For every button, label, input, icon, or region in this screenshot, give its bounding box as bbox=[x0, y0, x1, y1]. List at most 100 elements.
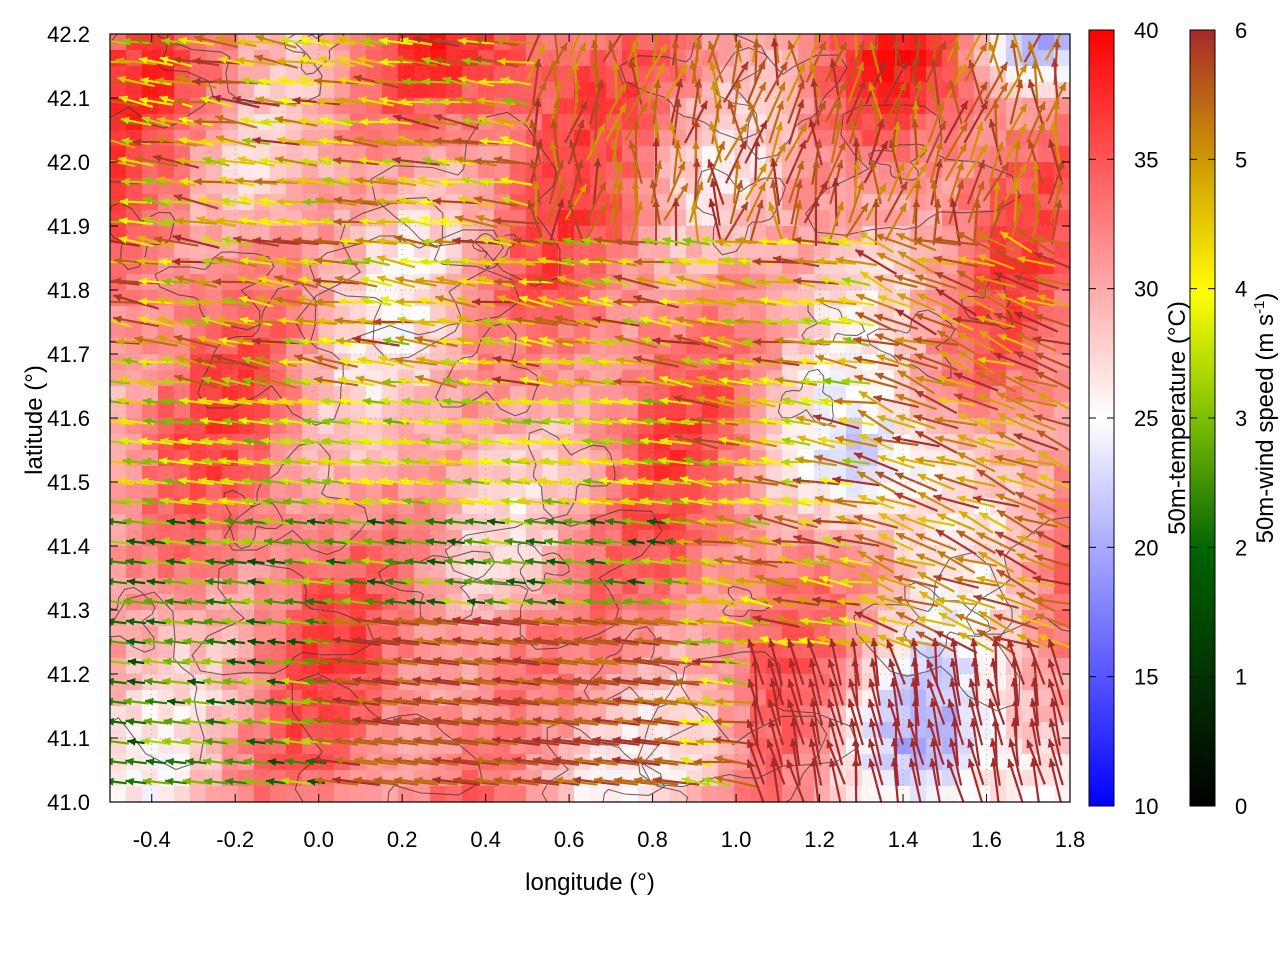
temperature-cell bbox=[222, 642, 239, 659]
temperature-cell bbox=[606, 482, 623, 499]
temperature-cell bbox=[670, 242, 687, 259]
temperature-cell bbox=[782, 402, 799, 419]
temperature-cell bbox=[206, 546, 223, 563]
temperature-cell bbox=[446, 482, 463, 499]
temperature-cell bbox=[206, 322, 223, 339]
temperature-cell bbox=[638, 114, 655, 131]
temperature-cell bbox=[174, 242, 191, 259]
temperature-cell bbox=[174, 770, 191, 787]
temperature-cell bbox=[574, 466, 591, 483]
temperature-cell bbox=[606, 530, 623, 547]
temperature-cell bbox=[190, 562, 207, 579]
temperature-cell bbox=[142, 722, 159, 739]
temperature-cell bbox=[942, 226, 959, 243]
temperature-cell bbox=[942, 98, 959, 115]
temperature-cell bbox=[318, 162, 335, 179]
temperature-cell bbox=[222, 242, 239, 259]
temperature-cell bbox=[478, 146, 495, 163]
temperature-cell bbox=[174, 706, 191, 723]
y-tick-label: 41.0 bbox=[47, 790, 90, 815]
temperature-cell bbox=[910, 754, 927, 771]
temperature-cell bbox=[830, 626, 847, 643]
temperature-cell bbox=[142, 482, 159, 499]
temperature-cell bbox=[302, 562, 319, 579]
temperature-cell bbox=[718, 130, 735, 147]
temperature-cell bbox=[622, 482, 639, 499]
temperature-cell bbox=[878, 98, 895, 115]
temperature-cell bbox=[318, 562, 335, 579]
temperature-cell bbox=[542, 34, 559, 51]
temperature-cell bbox=[750, 242, 767, 259]
colorbar-tick-label: 3 bbox=[1235, 406, 1247, 431]
temperature-cell bbox=[622, 722, 639, 739]
temperature-cell bbox=[142, 562, 159, 579]
temperature-cell bbox=[910, 226, 927, 243]
temperature-cell bbox=[446, 642, 463, 659]
temperature-cell bbox=[526, 242, 543, 259]
temperature-cell bbox=[142, 546, 159, 563]
temperature-cell bbox=[318, 514, 335, 531]
temperature-cell bbox=[510, 210, 527, 227]
temperature-cell bbox=[478, 642, 495, 659]
temperature-cell bbox=[318, 50, 335, 67]
temperature-cell bbox=[350, 82, 367, 99]
temperature-cell bbox=[558, 466, 575, 483]
temperature-cell bbox=[158, 610, 175, 627]
temperature-cell bbox=[574, 50, 591, 67]
temperature-cell bbox=[462, 546, 479, 563]
temperature-cell bbox=[494, 642, 511, 659]
temperature-cell bbox=[510, 50, 527, 67]
temperature-cell bbox=[238, 482, 255, 499]
temperature-cell bbox=[606, 322, 623, 339]
temperature-cell bbox=[782, 434, 799, 451]
temperature-cell bbox=[862, 258, 879, 275]
temperature-cell bbox=[622, 322, 639, 339]
temperature-cell bbox=[478, 786, 495, 802]
temperature-cell bbox=[718, 562, 735, 579]
temperature-cell bbox=[830, 402, 847, 419]
temperature-cell bbox=[574, 242, 591, 259]
temperature-cell bbox=[174, 642, 191, 659]
temperature-cell bbox=[718, 82, 735, 99]
temperature-cell bbox=[590, 402, 607, 419]
temperature-cell bbox=[462, 642, 479, 659]
temperature-cell bbox=[254, 642, 271, 659]
temperature-cell bbox=[478, 66, 495, 83]
temperature-cell bbox=[942, 626, 959, 643]
temperature-cell bbox=[206, 786, 223, 802]
temperature-cell bbox=[350, 546, 367, 563]
temperature-cell bbox=[270, 306, 287, 323]
temperature-cell bbox=[398, 546, 415, 563]
temperature-cell bbox=[574, 562, 591, 579]
temperature-cell bbox=[478, 722, 495, 739]
temperature-cell bbox=[750, 562, 767, 579]
temperature-cell bbox=[238, 626, 255, 643]
x-tick-label: 0.4 bbox=[470, 827, 501, 852]
temperature-cell bbox=[350, 386, 367, 403]
temperature-cell bbox=[606, 402, 623, 419]
temperature-cell bbox=[686, 786, 703, 802]
temperature-cell bbox=[414, 306, 431, 323]
temperature-cell bbox=[494, 162, 511, 179]
temperature-cell bbox=[734, 242, 751, 259]
temperature-cell bbox=[318, 306, 335, 323]
temperature-cell bbox=[158, 162, 175, 179]
temperature-cell bbox=[238, 722, 255, 739]
temperature-cell bbox=[862, 322, 879, 339]
temperature-cell bbox=[862, 466, 879, 483]
temperature-cell bbox=[558, 706, 575, 723]
temperature-cell bbox=[590, 482, 607, 499]
temperature-cell bbox=[142, 386, 159, 403]
temperature-cell bbox=[382, 546, 399, 563]
temperature-cell bbox=[350, 722, 367, 739]
temperature-cell bbox=[670, 34, 687, 51]
temperature-cell bbox=[382, 642, 399, 659]
temperature-cell bbox=[830, 562, 847, 579]
temperature-cell bbox=[750, 162, 767, 179]
temperature-cell bbox=[510, 786, 527, 802]
temperature-cell bbox=[190, 546, 207, 563]
temperature-cell bbox=[878, 706, 895, 723]
temperature-cell bbox=[910, 210, 927, 227]
temperature-cell bbox=[414, 242, 431, 259]
